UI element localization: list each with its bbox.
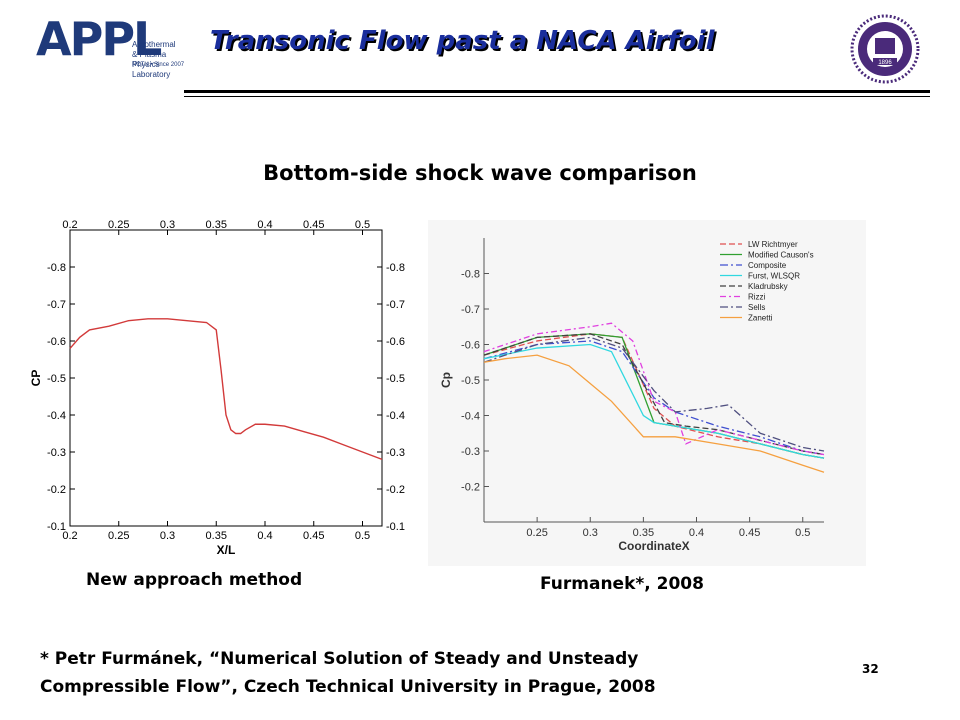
x-tick-label: 0.25 [108,530,129,542]
x-tick-label-top: 0.25 [108,219,129,231]
section-subtitle: Bottom-side shock wave comparison [263,161,697,185]
seal-year: 1896 [878,60,892,66]
x-tick-label-top: 0.35 [206,219,227,231]
x-tick-label: 0.2 [62,530,77,542]
x-tick-label: 0.4 [257,530,272,542]
x-tick-label: 0.5 [355,530,370,542]
legend-entry: Furst, WLSQR [748,272,800,281]
y-tick-label: -0.2 [461,482,480,494]
y-tick-label: -0.4 [461,411,480,423]
caption-furmanek: Furmanek*, 2008 [540,574,704,594]
y-tick-label: -0.3 [47,447,66,459]
x-axis-label: X/L [217,543,236,557]
logo-letters: APPL [36,12,162,66]
y-tick-label: -0.2 [47,484,66,496]
series-line-rizzi [483,322,825,456]
legend-entry: Sells [748,303,765,312]
y-tick-label: -0.5 [47,373,66,385]
x-tick-label: 0.3 [583,527,598,539]
y-tick-label: -0.8 [461,269,480,281]
caption-new-approach: New approach method [86,570,303,590]
university-seal: 1896 [850,14,920,84]
x-tick-label-top: 0.2 [62,219,77,231]
reference-line-2: Compressible Flow”, Czech Technical Univ… [40,677,656,697]
series-line-zanetti [483,354,825,473]
header-rule-thin [184,96,930,97]
x-tick-label: 0.25 [526,527,547,539]
y-tick-label-right: -0.7 [386,299,405,311]
plot-frame [69,229,383,527]
x-tick-label: 0.45 [303,530,324,542]
page-number: 32 [862,662,879,676]
y-tick-label: -0.7 [461,304,480,316]
x-tick-label-top: 0.3 [160,219,175,231]
y-axis-label: Cp [439,372,453,388]
legend-entry: Rizzi [748,293,766,302]
logo-subtitle: Aerothermal & Plasma Physics Laboratory [132,40,192,80]
slide-title: Transonic Flow past a NACA Airfoil [210,26,715,56]
lab-logo: APPL Aerothermal & Plasma Physics Labora… [32,10,192,80]
series-line-furst-wlsqr [483,343,825,459]
legend-entry: Kladrubsky [748,282,788,291]
y-tick-label: -0.6 [47,336,66,348]
cp-line-series [69,318,383,461]
y-tick-label-right: -0.8 [386,262,405,274]
y-tick-label-right: -0.6 [386,336,405,348]
y-tick-label-right: -0.1 [386,521,405,533]
y-axis-label: CP [30,370,43,387]
y-tick-label: -0.3 [461,446,480,458]
x-tick-label: 0.35 [206,530,227,542]
legend-entry: LW Richtmyer [748,240,798,249]
x-tick-label: 0.45 [739,527,760,539]
x-tick-label-top: 0.4 [257,219,272,231]
x-tick-label-top: 0.5 [355,219,370,231]
logo-tagline: NCTU • Since 2007 [132,62,185,68]
logo-line-1: Aerothermal [132,40,176,49]
x-tick-label: 0.5 [795,527,810,539]
y-tick-label: -0.5 [461,375,480,387]
y-tick-label: -0.6 [461,340,480,352]
y-tick-label: -0.7 [47,299,66,311]
y-tick-label-right: -0.3 [386,447,405,459]
reference-note: * Petr Furmánek, “Numerical Solution of … [40,645,656,701]
y-tick-label-right: -0.2 [386,484,405,496]
x-tick-label-top: 0.45 [303,219,324,231]
reference-line-1: * Petr Furmánek, “Numerical Solution of … [40,649,639,669]
logo-line-2: & Plasma Physics Laboratory [132,50,171,79]
chart-furmanek: 0.25 0.3 0.35 0.4 0.45 0.5 -0.8 -0.7 -0.6 -0.5 -0.… [428,220,866,566]
x-axis-label: CoordinateX [618,539,689,553]
legend-entry: Modified Causon's [748,251,814,260]
y-tick-label: -0.4 [47,410,66,422]
y-tick-label: -0.1 [47,521,66,533]
x-tick-label: 0.35 [633,527,654,539]
series-line-composite [483,340,825,456]
y-tick-label-right: -0.4 [386,410,405,422]
x-tick-label: 0.3 [160,530,175,542]
y-tick-label-right: -0.5 [386,373,405,385]
series-line-sells [483,336,825,452]
legend-entry: Composite [748,261,787,270]
x-tick-label: 0.4 [689,527,704,539]
chart-new-approach: 0.2 0.2 0.25 0.25 0.3 0.3 0.35 0.35 0.4 0.4 0.45 0.… [30,219,405,557]
y-tick-label: -0.8 [47,262,66,274]
header-rule [184,90,930,93]
legend-entry: Zanetti [748,314,773,323]
